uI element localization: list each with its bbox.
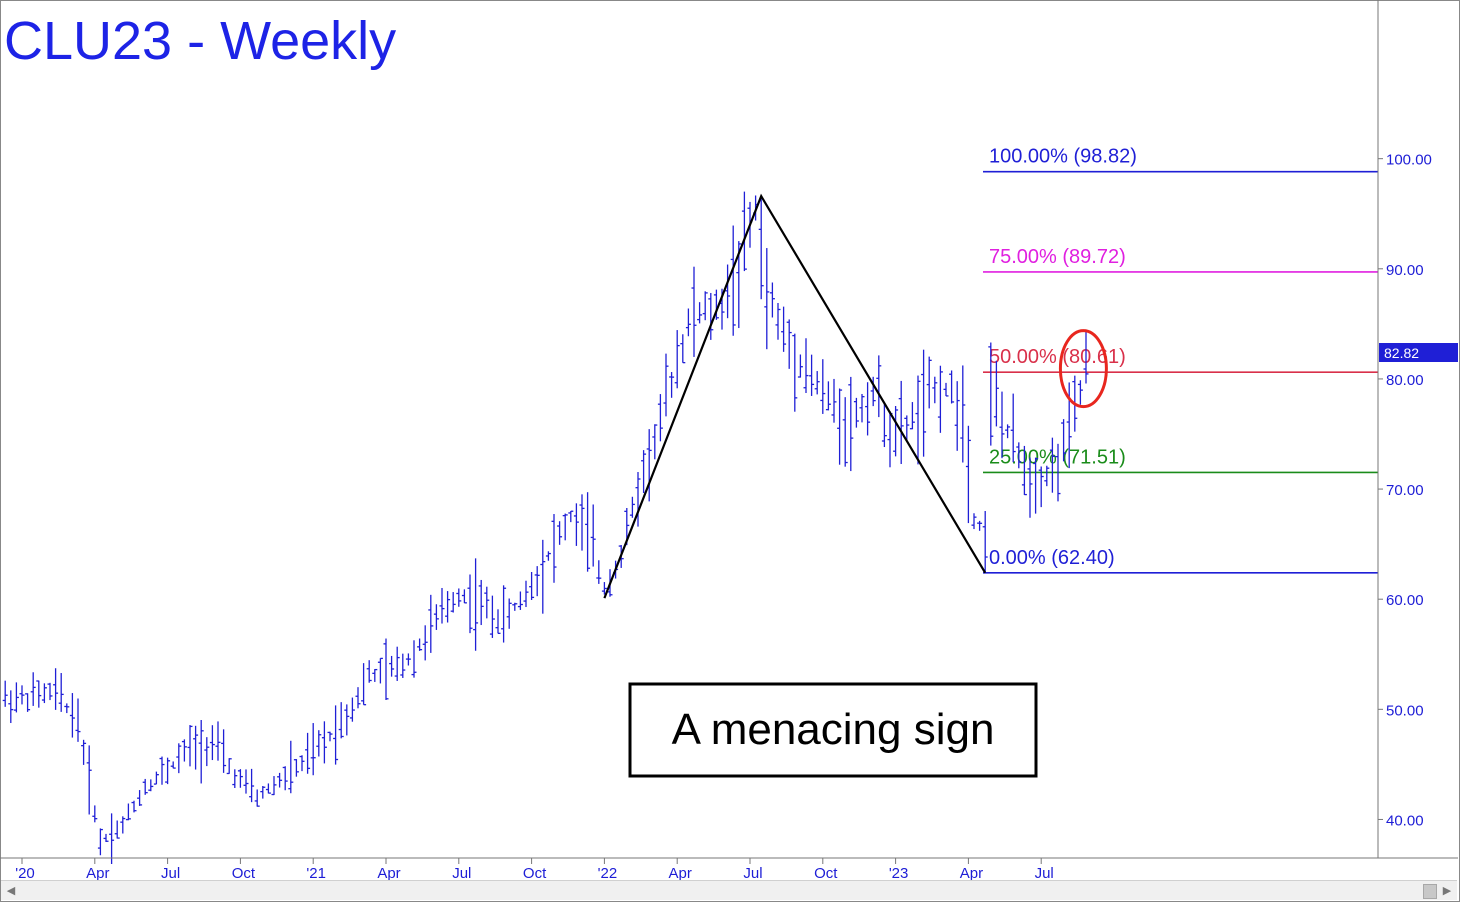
x-tick-label: Jul	[161, 865, 180, 882]
x-tick-label: Oct	[523, 865, 547, 882]
chart-title: CLU23 - Weekly	[4, 11, 396, 71]
x-tick-label: Oct	[232, 865, 256, 882]
y-tick-label: 90.00	[1386, 262, 1424, 279]
scroll-left-arrow-icon[interactable]: ◀	[6, 884, 16, 897]
fib-level-label: 0.00% (62.40)	[989, 547, 1115, 569]
abc-pattern	[603, 193, 987, 599]
x-tick-label: '20	[15, 865, 35, 882]
y-tick-label: 40.00	[1386, 812, 1424, 829]
x-tick-label: Apr	[669, 865, 692, 882]
last-price-marker: 82.82	[1379, 343, 1458, 362]
y-tick-label: 100.00	[1386, 152, 1432, 169]
scroll-right-arrow-icon[interactable]: ▶	[1442, 884, 1452, 897]
x-tick-label: Oct	[814, 865, 838, 882]
x-tick-label: '22	[598, 865, 618, 882]
axes	[0, 0, 1458, 859]
x-tick-label: Apr	[86, 865, 109, 882]
y-tick-label: 80.00	[1386, 372, 1424, 389]
y-tick-label: 70.00	[1386, 482, 1424, 499]
x-tick-label: '21	[306, 865, 326, 882]
x-tick-label: '23	[889, 865, 909, 882]
scroll-thumb[interactable]	[1423, 884, 1437, 899]
highlight-ellipse	[1058, 329, 1108, 409]
annotation-box: A menacing sign	[628, 682, 1038, 778]
x-tick-label: Jul	[452, 865, 471, 882]
fib-level-label: 100.00% (98.82)	[989, 146, 1137, 168]
fib-level-label: 50.00% (80.61)	[989, 346, 1126, 368]
y-axis: 100.00 90.00 80.00 70.00 60.00 50.00 40.00	[1378, 152, 1432, 829]
x-axis: '20 Apr Jul Oct '21 Apr Jul Oct '22 Apr Jul Oct '23 A…	[15, 858, 1054, 882]
last-price-label: 82.82	[1384, 345, 1419, 361]
x-tick-label: Jul	[1035, 865, 1054, 882]
last-price-tag	[1379, 343, 1458, 362]
x-tick-label: Apr	[960, 865, 983, 882]
y-tick-label: 60.00	[1386, 592, 1424, 609]
x-tick-label: Jul	[743, 865, 762, 882]
fibonacci-levels: 100.00% (98.82) 75.00% (89.72) 50.00% (80.…	[983, 146, 1378, 574]
highlight-circle	[1058, 329, 1108, 409]
y-tick-label: 50.00	[1386, 702, 1424, 719]
price-bars	[2, 191, 1089, 865]
abc-pattern-line	[603, 193, 987, 599]
horizontal-scrollbar[interactable]: ◀ ▶	[1, 880, 1457, 900]
annotation-text: A menacing sign	[672, 705, 995, 754]
fib-level-label: 75.00% (89.72)	[989, 246, 1126, 268]
x-tick-label: Apr	[377, 865, 400, 882]
annotation-frame	[628, 682, 1038, 778]
